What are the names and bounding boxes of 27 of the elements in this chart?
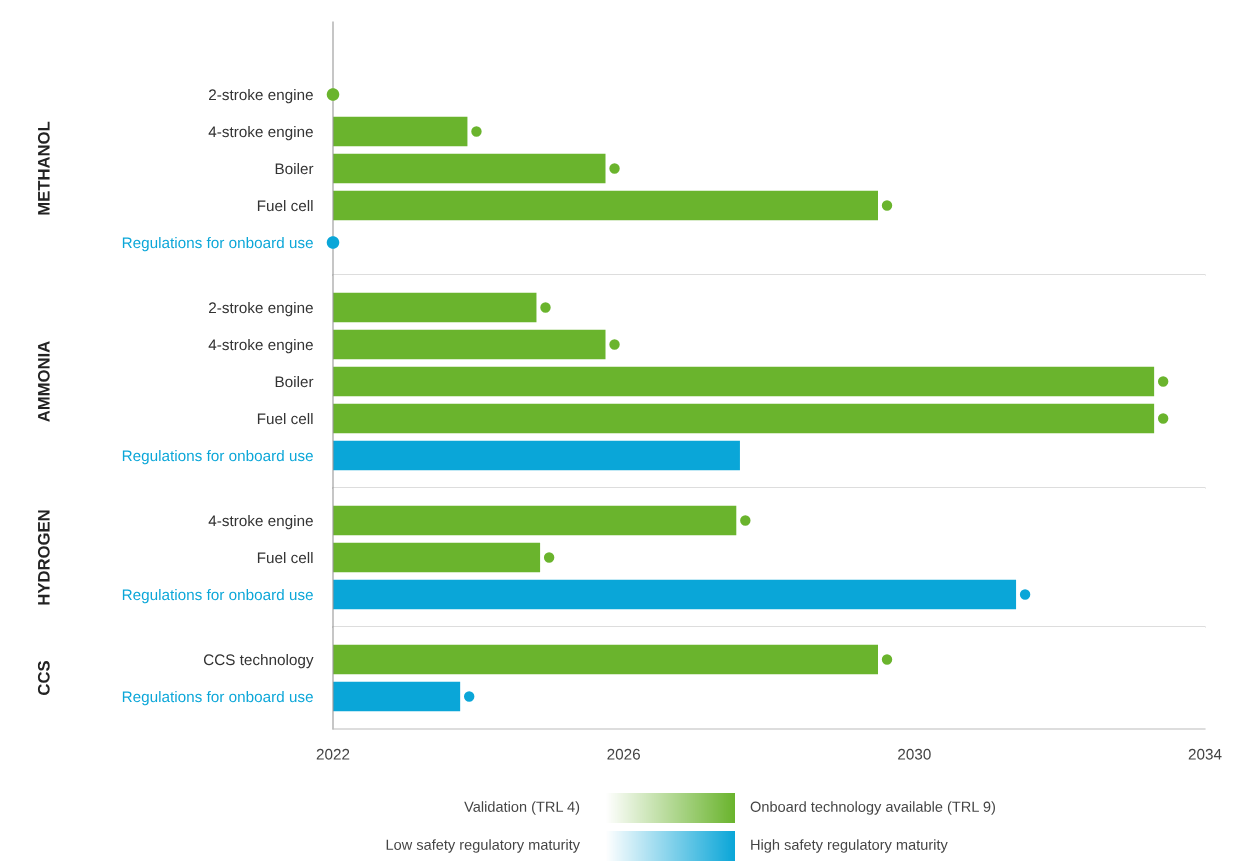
y-tick-label: Fuel cell xyxy=(257,551,313,564)
x-tick-label: 2022 xyxy=(316,748,350,760)
y-tick-label: Boiler xyxy=(275,375,314,388)
y-tick-label: 2-stroke engine xyxy=(209,88,313,104)
y-tick-label: 4-stroke engine xyxy=(208,338,313,354)
text: Onboard technology available (TRL 9) xyxy=(750,801,995,815)
text: AMMONIA xyxy=(37,341,50,422)
y-tick-label: Boiler xyxy=(275,162,314,175)
y-tick-label: CCS technology xyxy=(203,653,314,669)
y-tick-label: 2-stroke engine xyxy=(209,301,313,317)
y-tick-label: Regulations for onboard use xyxy=(122,588,313,604)
text: Low safety regulatory maturity xyxy=(386,839,580,853)
y-tick-label: 4-stroke engine xyxy=(208,125,313,141)
text: Validation (TRL 4) xyxy=(464,801,580,815)
text: METHANOL xyxy=(37,121,50,215)
y-tick-label: Regulations for onboard use xyxy=(122,236,313,252)
y-tick-label: 4-stroke engine xyxy=(208,514,313,530)
text: HYDROGEN xyxy=(37,510,50,605)
y-tick-label: Fuel cell xyxy=(257,199,313,212)
text: High safety regulatory maturity xyxy=(751,839,948,853)
x-tick-label: 2030 xyxy=(898,748,931,760)
y-tick-label: Regulations for onboard use xyxy=(122,690,313,706)
y-tick-label: Fuel cell xyxy=(257,412,313,425)
text: CCS xyxy=(37,661,50,695)
x-tick-label: 2026 xyxy=(607,748,640,760)
x-tick-label: 2034 xyxy=(1188,748,1222,760)
y-tick-label: Regulations for onboard use xyxy=(122,449,313,465)
